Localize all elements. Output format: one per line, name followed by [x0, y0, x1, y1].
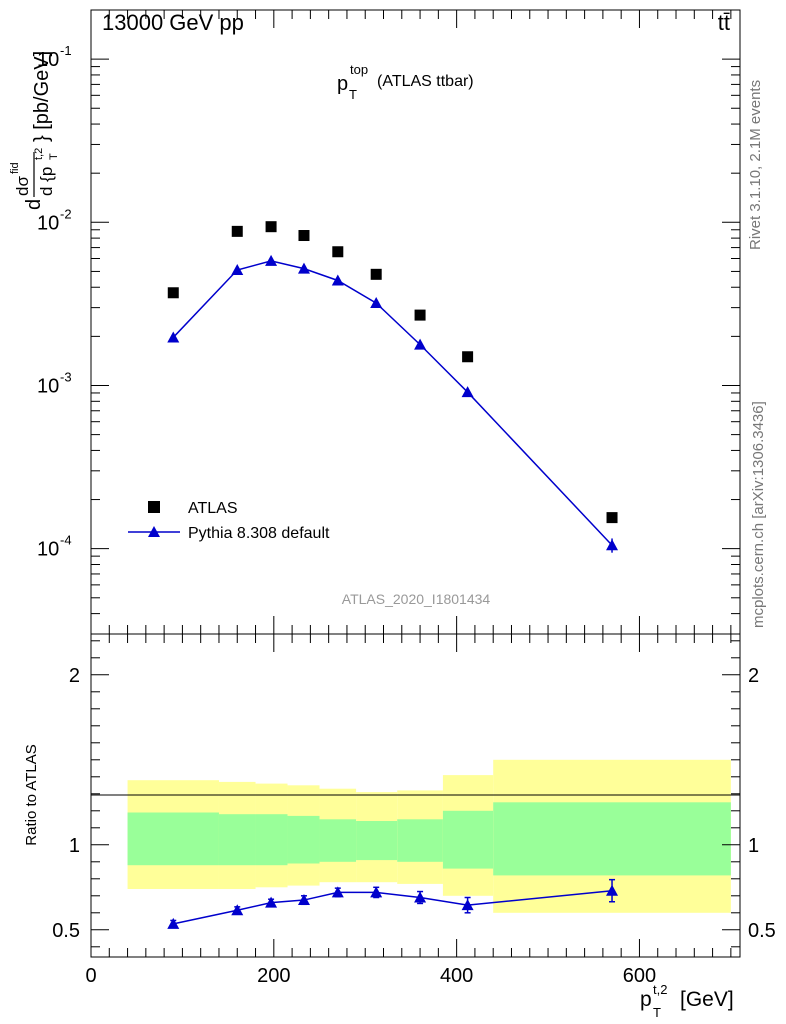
pythia-data-point	[231, 264, 244, 276]
x-tick-label: 0	[85, 965, 96, 987]
atlas-data-point	[606, 512, 618, 524]
main-y-tick-label: 10	[37, 539, 59, 561]
legend-pythia-label: Pythia 8.308 default	[188, 525, 330, 542]
ratio-data-point	[370, 886, 383, 898]
ratio-y-tick-label: 1	[69, 835, 80, 857]
svg-text:T: T	[48, 153, 60, 160]
pythia-data-point	[331, 274, 344, 286]
legend-atlas-label: ATLAS	[188, 500, 238, 517]
svg-text:[GeV]: [GeV]	[680, 988, 734, 1011]
main-y-axis: 10-110-210-310-4	[37, 9, 740, 635]
ratio-y-axis-label: Ratio to ATLAS	[23, 744, 40, 845]
ratio-band-inner	[287, 815, 320, 864]
ratio-band-inner	[356, 821, 398, 861]
ratio-y-tick-label-right: 0.5	[748, 920, 776, 942]
atlas-data-point	[298, 230, 310, 242]
svg-text:fid: fid	[9, 162, 21, 174]
legend: ATLAS Pythia 8.308 default	[128, 500, 330, 542]
main-x-ticks	[90, 10, 732, 634]
main-y-tick-label: 10	[37, 212, 59, 234]
main-y-tick-exponent: -1	[60, 43, 72, 58]
rivet-version-label: Rivet 3.1.10, 2.1M events	[747, 80, 764, 250]
ratio-x-axis: 0 200 400 600	[85, 634, 732, 987]
svg-text:(ATLAS ttbar): (ATLAS ttbar)	[377, 73, 474, 90]
atlas-data-point	[462, 351, 474, 363]
ratio-data-point	[606, 884, 619, 896]
svg-text:t,2: t,2	[33, 148, 45, 160]
main-series-layer	[167, 221, 619, 553]
x-tick-label: 200	[257, 965, 290, 987]
ratio-data-point	[331, 886, 344, 898]
legend-pythia-marker	[148, 526, 160, 537]
legend-atlas-marker	[148, 501, 160, 513]
ratio-data-point	[231, 904, 244, 916]
svg-text:d: d	[23, 199, 45, 210]
atlas-data-point	[265, 221, 277, 233]
atlas-data-point	[414, 309, 426, 321]
x-axis-label: p t,2 T [GeV]	[640, 982, 734, 1020]
pythia-data-point	[370, 297, 383, 309]
ratio-data-point	[265, 896, 278, 908]
ratio-y-tick-label: 2	[69, 665, 80, 687]
pythia-data-point	[265, 254, 278, 266]
ratio-band-inner	[127, 812, 219, 866]
atlas-data-point	[332, 246, 344, 258]
ratio-uncertainty-bands	[127, 759, 731, 913]
ratio-y-tick-label-right: 2	[748, 665, 759, 687]
ratio-band-inner	[493, 802, 731, 876]
main-panel: 10-110-210-310-4 p top T (ATLAS ttbar) A…	[9, 9, 741, 635]
x-tick-label: 600	[623, 965, 656, 987]
svg-text:t,2: t,2	[653, 982, 667, 997]
ratio-band-inner	[397, 819, 443, 862]
pythia-data-point	[414, 338, 427, 350]
ratio-band-inner	[218, 814, 256, 866]
main-y-tick-exponent: -3	[60, 369, 72, 384]
ratio-band-inner	[442, 810, 494, 869]
pythia-line	[172, 260, 613, 546]
ratio-band-inner	[319, 819, 357, 862]
main-y-tick-label: 10	[37, 49, 59, 71]
svg-text:p: p	[640, 988, 652, 1011]
pythia-data-point	[461, 386, 474, 398]
mcplots-label: mcplots.cern.ch [arXiv:1306.3436]	[750, 401, 767, 628]
svg-text:dσ: dσ	[13, 176, 32, 196]
analysis-id-label: ATLAS_2020_I1801434	[342, 591, 491, 607]
atlas-data-point	[167, 287, 179, 299]
ratio-band-inner	[255, 814, 288, 866]
svg-text:T: T	[349, 87, 357, 102]
main-y-tick-label: 10	[37, 375, 59, 397]
pythia-data-point	[297, 262, 310, 274]
ratio-panel-frame	[90, 633, 741, 958]
ratio-y-axis: 0.5 0.5 1 1 2 2	[52, 640, 776, 948]
main-y-tick-exponent: -2	[60, 206, 72, 221]
ratio-series-layer	[167, 878, 619, 929]
main-y-tick-exponent: -4	[60, 533, 72, 548]
ratio-data-point	[297, 894, 310, 906]
header-energy-label: 13000 GeV pp	[102, 10, 244, 35]
header-process-label: tt̄	[718, 10, 730, 35]
svg-text:p: p	[337, 73, 348, 95]
atlas-data-point	[370, 268, 382, 280]
main-y-axis-label: d dσ fid d {p t,2 T } [pb/GeV]	[9, 51, 60, 210]
pythia-data-point	[167, 331, 180, 343]
svg-text:top: top	[350, 62, 368, 77]
ratio-data-point	[461, 899, 474, 911]
ratio-panel: 0.5 0.5 1 1 2 2 0 200 400 600 Ratio to ATLAS p t…	[23, 633, 776, 1020]
ratio-y-tick-label: 0.5	[52, 920, 80, 942]
ratio-data-point	[167, 917, 180, 929]
x-tick-label: 400	[440, 965, 473, 987]
ratio-y-tick-label-right: 1	[748, 835, 759, 857]
svg-text:} [pb/GeV]: } [pb/GeV]	[31, 51, 53, 142]
svg-text:d {p: d {p	[37, 167, 56, 196]
atlas-data-point	[231, 225, 243, 237]
svg-text:T: T	[653, 1005, 661, 1020]
plot-title: p top T (ATLAS ttbar)	[337, 62, 474, 102]
ratio-data-point	[414, 891, 427, 903]
